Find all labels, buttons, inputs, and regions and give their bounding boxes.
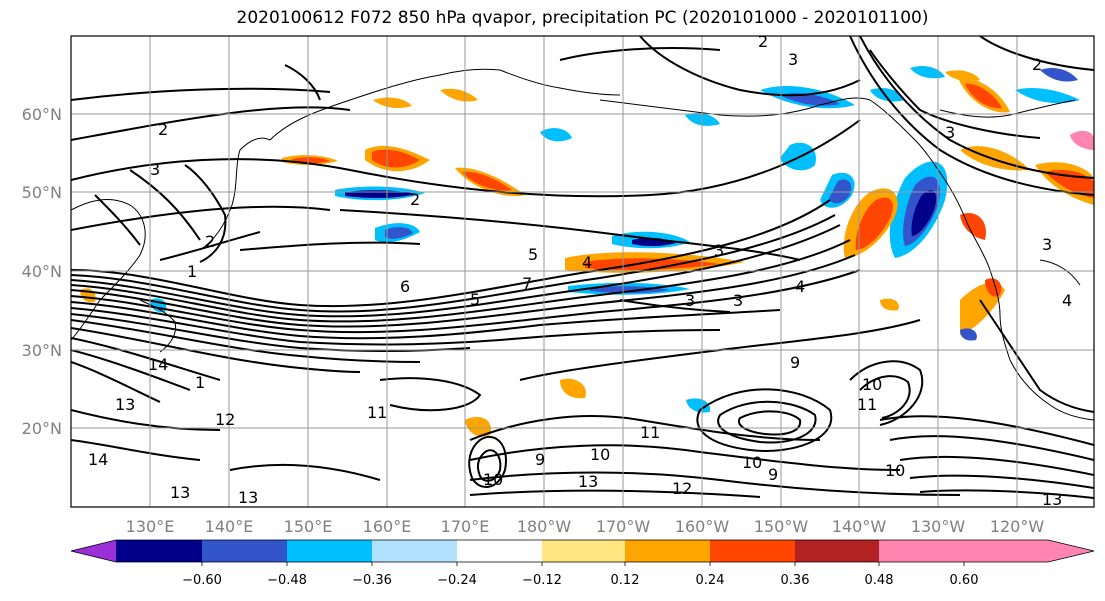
- lon-label: 170°E: [441, 517, 490, 536]
- contour-label: 10: [862, 375, 882, 394]
- lon-label: 140°W: [832, 517, 887, 536]
- qvapor-contours: [71, 36, 1094, 499]
- lon-label: 150°W: [754, 517, 809, 536]
- contour-label: 2: [758, 32, 768, 51]
- contour-label: 12: [672, 479, 692, 498]
- colorbar-extend-low: [71, 540, 116, 562]
- contour-label: 4: [795, 277, 805, 296]
- lat-label: 50°N: [22, 183, 62, 202]
- lat-label: 20°N: [22, 419, 62, 438]
- lat-label: 60°N: [22, 105, 62, 124]
- contour-label: 3: [714, 241, 724, 260]
- contour-label: 2: [410, 190, 420, 209]
- contour-label: 2: [158, 120, 168, 139]
- colorbar-ticks: [201, 562, 965, 566]
- contour-label: 1: [187, 262, 197, 281]
- colorbar-extend-high: [964, 540, 1094, 562]
- colorbar-labels: −0.60 −0.48 −0.36 −0.24 −0.12 0.12 0.24 …: [182, 573, 978, 588]
- contour-label: 11: [367, 403, 387, 422]
- contour-labels: 2 3 2 3 2 3 2 3 4 5 4 3 3 3 4 5 6 7 1 2 …: [88, 32, 1072, 509]
- colorbar-tick-label: −0.48: [267, 573, 307, 588]
- colorbar-tick-label: 0.12: [611, 573, 640, 588]
- contour-label: 3: [685, 291, 695, 310]
- contour-label: 5: [528, 245, 538, 264]
- contour-label: 12: [215, 410, 235, 429]
- map-title: 2020100612 F072 850 hPa qvapor, precipit…: [236, 8, 929, 28]
- contour-label: 13: [1042, 490, 1062, 509]
- colorbar-tick-label: 0.36: [781, 573, 810, 588]
- contour-label: 11: [640, 423, 660, 442]
- contour-label: 4: [582, 253, 592, 272]
- latitude-labels: 60°N 50°N 40°N 30°N 20°N: [22, 105, 62, 438]
- colorbar-bin: [202, 540, 287, 562]
- contour-label: 3: [788, 50, 798, 69]
- lat-label: 40°N: [22, 262, 62, 281]
- colorbar-bin: [625, 540, 710, 562]
- colorbar-bin: [457, 540, 542, 562]
- contour-label: 3: [945, 123, 955, 142]
- lon-label: 180°W: [517, 517, 572, 536]
- longitude-labels: 130°E 140°E 150°E 160°E 170°E 180°W 170°…: [126, 517, 1045, 536]
- contour-label: 2: [1032, 55, 1042, 74]
- colorbar-bin: [710, 540, 795, 562]
- contour-label: 10: [885, 461, 905, 480]
- contour-label: 9: [790, 353, 800, 372]
- contour-label: 13: [238, 488, 258, 507]
- contour-label: 11: [857, 395, 877, 414]
- contour-label: 2: [205, 232, 215, 251]
- contour-label: 13: [115, 395, 135, 414]
- lon-label: 150°E: [284, 517, 333, 536]
- lon-label: 160°W: [675, 517, 730, 536]
- contour-label: 9: [535, 450, 545, 469]
- lon-label: 130°E: [126, 517, 175, 536]
- contour-label: 14: [148, 355, 168, 374]
- colorbar-bin: [542, 540, 625, 562]
- colorbar-tick-label: 0.60: [950, 573, 979, 588]
- contour-label: 10: [483, 470, 503, 489]
- colorbar-tick-label: 0.24: [696, 573, 725, 588]
- map-frame: [70, 35, 1095, 508]
- graticule: [71, 36, 1094, 507]
- contour-label: 6: [400, 277, 410, 296]
- colorbar-tick-label: −0.24: [437, 573, 477, 588]
- contour-label: 14: [88, 450, 108, 469]
- contour-label: 13: [578, 472, 598, 491]
- colorbar-bin: [116, 540, 202, 562]
- colorbar-tick-label: 0.48: [865, 573, 894, 588]
- lon-label: 120°W: [990, 517, 1045, 536]
- lat-label: 30°N: [22, 341, 62, 360]
- colorbar-tick-label: −0.36: [352, 573, 392, 588]
- contour-label: 1: [195, 373, 205, 392]
- contour-label: 7: [522, 274, 532, 293]
- map-field: 2 3 2 3 2 3 2 3 4 5 4 3 3 3 4 5 6 7 1 2 …: [71, 32, 1094, 509]
- colorbar-tick-label: −0.12: [522, 573, 562, 588]
- colorbar-tick-label: −0.60: [182, 573, 222, 588]
- colorbar-bin: [879, 540, 964, 562]
- lon-label: 130°W: [911, 517, 966, 536]
- lon-label: 170°W: [596, 517, 651, 536]
- precip-shading: [80, 66, 1094, 437]
- contour-label: 13: [170, 483, 190, 502]
- colorbar-bin: [372, 540, 457, 562]
- contour-label: 3: [733, 291, 743, 310]
- contour-label: 9: [768, 465, 778, 484]
- colorbar-bin: [795, 540, 879, 562]
- contour-label: 5: [470, 290, 480, 309]
- contour-label: 3: [150, 160, 160, 179]
- lon-label: 160°E: [363, 517, 412, 536]
- contour-label: 4: [1062, 291, 1072, 310]
- contour-label: 10: [742, 453, 762, 472]
- colorbar-outline: [70, 539, 1095, 563]
- contour-label: 3: [1042, 235, 1052, 254]
- colorbar-bin: [287, 540, 372, 562]
- contour-label: 10: [590, 445, 610, 464]
- lon-label: 140°E: [205, 517, 254, 536]
- colorbar: −0.60 −0.48 −0.36 −0.24 −0.12 0.12 0.24 …: [70, 539, 1095, 588]
